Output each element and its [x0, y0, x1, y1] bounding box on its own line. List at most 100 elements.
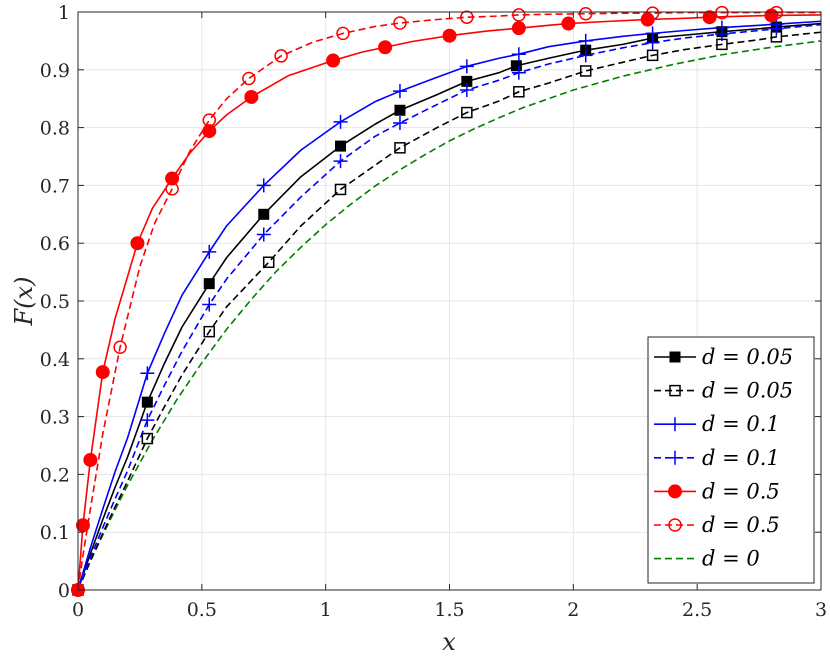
- series-1-marker: [203, 325, 216, 338]
- series-3-marker: [202, 297, 217, 312]
- series-3-marker: [511, 65, 526, 80]
- series-2-marker: [256, 178, 271, 193]
- x-tick-label: 3: [815, 599, 827, 621]
- y-tick-label: 0.2: [40, 464, 70, 486]
- y-tick-label: 0.5: [40, 291, 70, 313]
- series-5-marker: [336, 26, 350, 41]
- series-line-5: [77, 11, 821, 591]
- y-tick-label: 0.9: [40, 60, 70, 82]
- series-4-marker: [202, 124, 217, 139]
- series-2-marker: [459, 59, 474, 74]
- series-2-marker: [714, 20, 729, 35]
- series-1-marker: [262, 256, 275, 269]
- series-4-marker: [244, 89, 259, 104]
- y-tick-label: 0.6: [40, 233, 70, 255]
- series-4-marker: [702, 10, 717, 25]
- series-4-marker: [561, 16, 576, 31]
- series-4-marker: [378, 40, 393, 55]
- series-0-marker: [335, 140, 347, 152]
- y-tick-label: 0.7: [40, 175, 70, 197]
- series-4-marker: [95, 365, 110, 380]
- series-5-marker: [113, 340, 127, 354]
- series-3-marker: [459, 83, 474, 98]
- series-2-marker: [511, 47, 526, 62]
- series-1-marker: [513, 86, 525, 98]
- series-2-marker: [140, 366, 155, 381]
- series-0-marker: [203, 278, 215, 290]
- series-0-marker: [510, 60, 522, 72]
- legend-marker: [668, 518, 682, 532]
- series-3-marker: [392, 115, 407, 130]
- y-tick-label: 0.4: [40, 349, 70, 371]
- series-2-marker: [392, 84, 407, 99]
- x-tick-label: 1: [320, 599, 332, 621]
- series-line-3: [77, 23, 822, 591]
- series-4-marker: [442, 28, 457, 43]
- series-3-marker: [256, 227, 271, 242]
- series-3-marker: [578, 48, 593, 63]
- series-4-marker: [130, 236, 145, 251]
- x-tick-label: 1.5: [434, 599, 464, 621]
- x-tick-label: 0.5: [187, 599, 217, 621]
- legend-marker: [668, 484, 682, 499]
- legend-entry: d = 0.5: [702, 513, 780, 537]
- series-1-marker: [334, 183, 347, 196]
- legend-marker: [668, 417, 682, 432]
- legend-marker: [668, 450, 682, 465]
- series-line-1: [77, 31, 822, 591]
- x-tick-label: 2.5: [682, 599, 712, 621]
- series-4-marker: [83, 452, 98, 467]
- series-5-marker: [393, 16, 407, 30]
- series-5-marker: [512, 8, 526, 22]
- series-0-marker: [258, 208, 270, 220]
- series-1-marker: [646, 49, 659, 62]
- y-axis-label: F(x): [10, 277, 38, 327]
- series-0-marker: [141, 396, 153, 408]
- grid: [78, 12, 821, 590]
- series-line-2: [77, 20, 822, 591]
- y-tick-label: 0.3: [40, 407, 70, 429]
- series-2-marker: [202, 244, 217, 259]
- series-5-marker: [242, 71, 256, 86]
- series-4-marker: [640, 12, 655, 27]
- series-3-marker: [333, 154, 348, 169]
- series-5-marker: [460, 10, 474, 24]
- legend-marker: [669, 351, 681, 363]
- ticks: 0 0.5 1 1.5 2 2.5 3 0 0.1 0.2 0.3 0.4 0.5 0.6 0.7 0.8 0.…: [40, 2, 827, 621]
- y-tick-label: 1: [58, 2, 70, 24]
- series-line-0: [77, 22, 822, 591]
- y-tick-label: 0.1: [40, 522, 70, 544]
- legend-entry: d = 0: [702, 547, 760, 571]
- y-tick-label: 0: [58, 580, 70, 602]
- series-0-marker: [394, 104, 406, 116]
- series-line-6: [77, 40, 822, 591]
- y-tick-label: 0.8: [40, 118, 70, 140]
- legend: d = 0.05 d = 0.05 d = 0.1 d = 0.1 d = 0.5 d =…: [647, 336, 815, 584]
- x-axis-label: x: [442, 628, 456, 656]
- series-5-marker: [578, 6, 593, 21]
- legend-marker: [669, 384, 681, 397]
- legend-entry: d = 0.1: [702, 446, 780, 470]
- x-tick-label: 0: [72, 599, 84, 621]
- series-1-marker: [461, 106, 473, 119]
- series-2-marker: [578, 33, 593, 48]
- series-3-marker: [140, 413, 155, 428]
- legend-entry: d = 0.1: [702, 412, 780, 436]
- series-4-marker: [326, 53, 341, 68]
- series-5-marker: [715, 5, 729, 20]
- series-4-marker: [165, 171, 180, 186]
- series-4-marker: [764, 8, 779, 23]
- series-5-marker: [274, 49, 288, 63]
- x-tick-label: 2: [567, 599, 579, 621]
- series-2-marker: [645, 26, 660, 41]
- series-2-marker: [333, 114, 348, 129]
- legend-entry: d = 0.5: [702, 479, 780, 503]
- series-4-marker: [511, 21, 526, 36]
- legend-entry: d = 0.05: [702, 345, 793, 369]
- series-1-marker: [141, 432, 154, 445]
- series-1-marker: [394, 142, 406, 154]
- series-line-4: [77, 14, 822, 591]
- series-1-marker: [579, 65, 592, 77]
- legend-entry: d = 0.05: [702, 379, 793, 403]
